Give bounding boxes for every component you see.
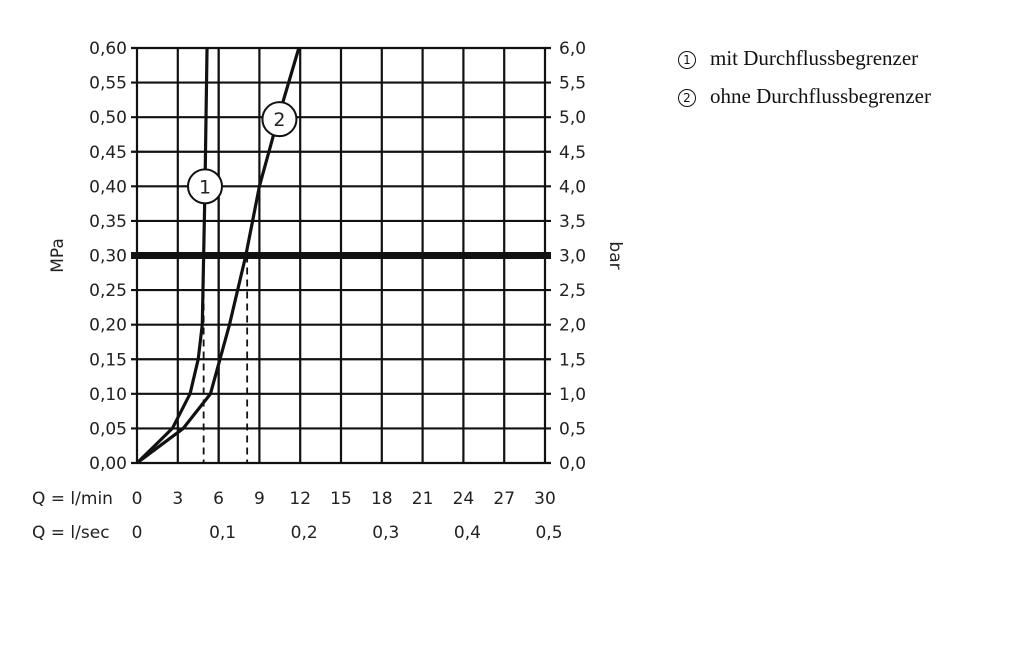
x-row1-label: Q = l/min xyxy=(32,489,113,509)
y-tick-label-left: 0,60 xyxy=(89,39,127,59)
legend-item-2: 2 ohne Durchflussbegrenzer xyxy=(678,84,931,122)
y-tick-label-right: 6,0 xyxy=(559,39,586,59)
y-axis-label-right: bar xyxy=(605,241,625,269)
y-tick-label-left: 0,20 xyxy=(89,316,127,336)
y-tick-label-left: 0,30 xyxy=(89,247,127,267)
legend-label: mit Durchflussbegrenzer xyxy=(710,46,919,70)
y-tick-label-left: 0,25 xyxy=(89,281,127,301)
y-tick-label-right: 2,0 xyxy=(559,316,586,336)
y-tick-label-left: 0,05 xyxy=(89,419,127,439)
x-tick-label-lmin: 27 xyxy=(493,489,515,509)
y-tick-label-left: 0,35 xyxy=(89,212,127,232)
y-tick-label-left: 0,15 xyxy=(89,350,127,370)
y-tick-label-left: 0,10 xyxy=(89,385,127,405)
legend: 1 mit Durchflussbegrenzer 2 ohne Durchflus… xyxy=(678,46,931,122)
y-tick-label-left: 0,45 xyxy=(89,143,127,163)
y-tick-label-right: 4,5 xyxy=(559,143,586,163)
x-tick-label-lmin: 24 xyxy=(453,489,475,509)
series-marker-2 xyxy=(261,101,298,138)
x-tick-label-lmin: 18 xyxy=(371,489,393,509)
x-row2-label: Q = l/sec xyxy=(32,523,110,543)
x-tick-label-lmin: 3 xyxy=(172,489,183,509)
series-marker-1 xyxy=(187,168,223,205)
x-tick-label-lmin: 0 xyxy=(132,489,143,509)
y-tick-label-right: 5,0 xyxy=(559,108,586,128)
legend-number: 1 xyxy=(678,51,696,69)
x-tick-label-lsec: 0,2 xyxy=(291,523,318,543)
y-tick-label-right: 2,5 xyxy=(559,281,586,301)
y-axis-label-left: MPa xyxy=(48,238,68,273)
legend-label: ohne Durchflussbegrenzer xyxy=(710,84,931,108)
y-tick-label-right: 4,0 xyxy=(559,177,586,197)
legend-item-1: 1 mit Durchflussbegrenzer xyxy=(678,46,931,84)
x-tick-label-lmin: 12 xyxy=(289,489,311,509)
y-tick-label-left: 0,55 xyxy=(89,74,127,94)
y-tick-label-left: 0,40 xyxy=(89,177,127,197)
y-tick-label-right: 5,5 xyxy=(559,74,586,94)
y-tick-label-right: 0,0 xyxy=(559,454,586,474)
x-tick-label-lmin: 6 xyxy=(213,489,224,509)
legend-number: 2 xyxy=(678,89,696,107)
x-tick-label-lsec: 0,4 xyxy=(454,523,481,543)
x-tick-label-lmin: 21 xyxy=(412,489,434,509)
x-tick-label-lmin: 30 xyxy=(534,489,556,509)
y-tick-label-right: 1,5 xyxy=(559,350,586,370)
y-tick-label-right: 3,5 xyxy=(559,212,586,232)
x-tick-label-lsec: 0,5 xyxy=(535,523,562,543)
y-tick-label-right: 3,0 xyxy=(559,247,586,267)
y-tick-label-right: 0,5 xyxy=(559,419,586,439)
x-tick-label-lsec: 0,1 xyxy=(209,523,236,543)
series-marker-label-1: 1 xyxy=(199,176,211,198)
y-tick-label-left: 0,50 xyxy=(89,108,127,128)
x-tick-label-lmin: 15 xyxy=(330,489,352,509)
x-tick-label-lmin: 9 xyxy=(254,489,265,509)
y-tick-label-right: 1,0 xyxy=(559,385,586,405)
y-tick-label-left: 0,00 xyxy=(89,454,127,474)
series-curve-1 xyxy=(135,47,209,465)
series-curve-2 xyxy=(136,47,301,465)
x-tick-label-lsec: 0,3 xyxy=(372,523,399,543)
x-tick-label-lsec: 0 xyxy=(132,523,143,543)
series-marker-label-2: 2 xyxy=(273,109,285,131)
